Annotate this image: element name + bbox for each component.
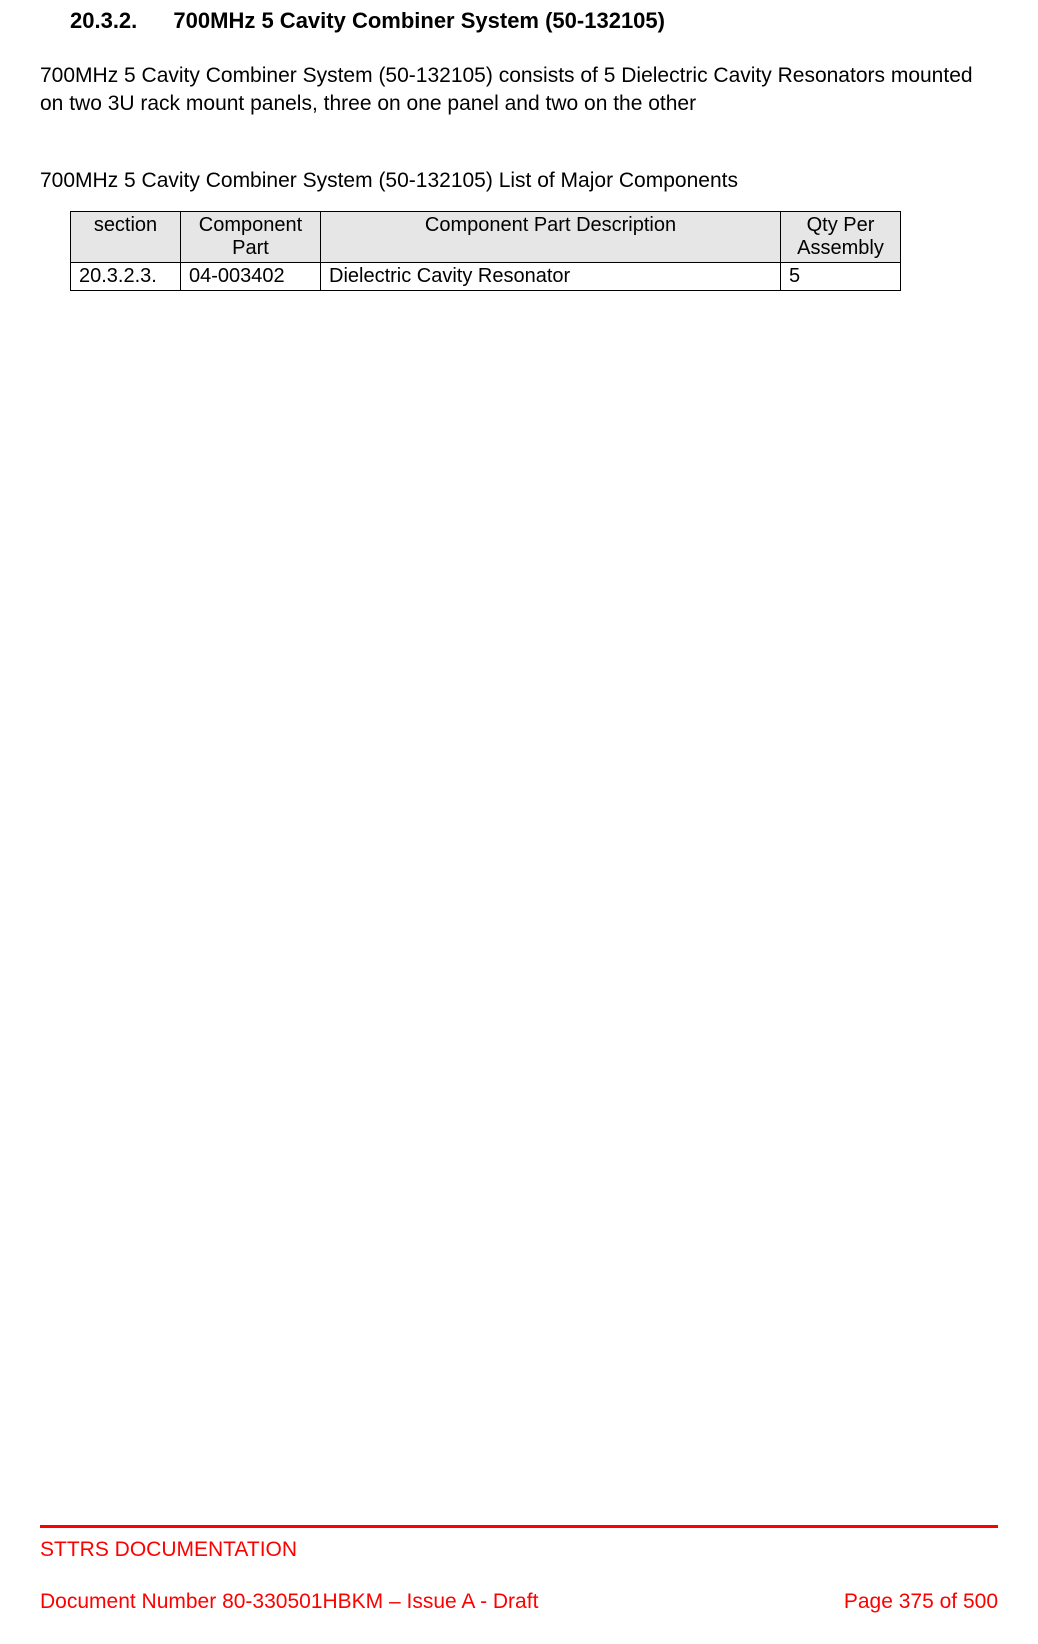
footer-docnum: Document Number 80-330501HBKM – Issue A … [40, 1590, 538, 1614]
section-title-rest: Cavity Combiner System (50-132105) [274, 8, 665, 33]
footer-row: Document Number 80-330501HBKM – Issue A … [40, 1590, 998, 1614]
cell-section: 20.3.2.3. [71, 262, 181, 290]
cell-qty: 5 [781, 262, 901, 290]
section-number: 20.3.2. [70, 8, 137, 34]
footer-rule [40, 1525, 998, 1528]
intro-paragraph: 700MHz 5 Cavity Combiner System (50-1321… [40, 62, 998, 119]
components-table: section Component Part Component Part De… [70, 211, 901, 291]
cell-part: 04-003402 [181, 262, 321, 290]
table-header-row: section Component Part Component Part De… [71, 211, 901, 262]
page-footer: STTRS DOCUMENTATION Document Number 80-3… [40, 1525, 998, 1614]
section-heading: 20.3.2. 700MHz 5 Cavity Combiner System … [40, 8, 998, 34]
footer-page: Page 375 of 500 [844, 1590, 998, 1614]
footer-title: STTRS DOCUMENTATION [40, 1538, 998, 1562]
table-subheading: 700MHz 5 Cavity Combiner System (50-1321… [40, 169, 998, 193]
th-qty: Qty Per Assembly [781, 211, 901, 262]
th-section: section [71, 211, 181, 262]
section-title-prefix: 700MHz 5 [173, 8, 273, 33]
table-row: 20.3.2.3. 04-003402 Dielectric Cavity Re… [71, 262, 901, 290]
cell-desc: Dielectric Cavity Resonator [321, 262, 781, 290]
th-part: Component Part [181, 211, 321, 262]
th-desc: Component Part Description [321, 211, 781, 262]
